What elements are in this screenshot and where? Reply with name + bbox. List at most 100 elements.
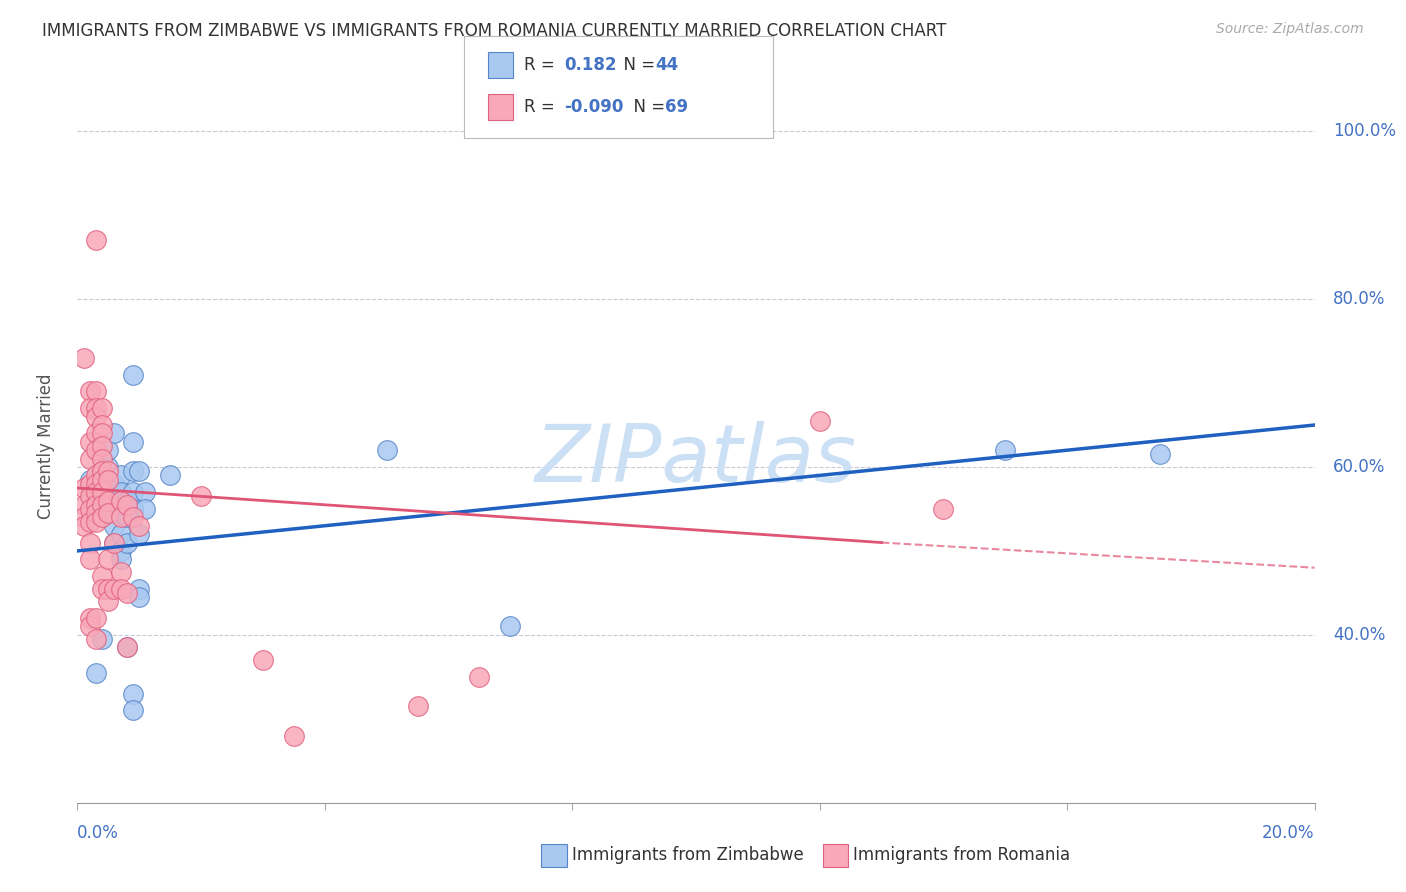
Point	[1149, 447, 1171, 461]
Point	[122, 464, 145, 478]
Point	[115, 510, 138, 524]
Point	[91, 464, 114, 478]
Point	[97, 443, 120, 458]
Point	[128, 518, 150, 533]
Text: N =: N =	[623, 98, 671, 116]
Text: Immigrants from Romania: Immigrants from Romania	[853, 847, 1070, 864]
Point	[72, 481, 94, 495]
Point	[91, 426, 114, 441]
Point	[110, 544, 132, 558]
Point	[84, 401, 107, 416]
Point	[103, 476, 125, 491]
Point	[122, 368, 145, 382]
Point	[499, 619, 522, 633]
Point	[110, 468, 132, 483]
Point	[110, 506, 132, 520]
Text: IMMIGRANTS FROM ZIMBABWE VS IMMIGRANTS FROM ROMANIA CURRENTLY MARRIED CORRELATIO: IMMIGRANTS FROM ZIMBABWE VS IMMIGRANTS F…	[42, 22, 946, 40]
Point	[84, 498, 107, 512]
Point	[97, 464, 120, 478]
Point	[97, 460, 120, 475]
Point	[375, 443, 398, 458]
Point	[79, 611, 101, 625]
Point	[128, 590, 150, 604]
Point	[97, 506, 120, 520]
Point	[72, 351, 94, 365]
Point	[468, 670, 491, 684]
Point	[97, 498, 120, 512]
Point	[91, 498, 114, 512]
Point	[110, 552, 132, 566]
Point	[159, 468, 181, 483]
Point	[134, 502, 156, 516]
Point	[84, 485, 107, 500]
Point	[91, 401, 114, 416]
Point	[115, 640, 138, 655]
Text: R =: R =	[524, 56, 561, 74]
Point	[91, 417, 114, 432]
Point	[79, 476, 101, 491]
Point	[122, 510, 145, 524]
Point	[84, 506, 107, 520]
Point	[103, 498, 125, 512]
Point	[103, 535, 125, 549]
Text: 69: 69	[665, 98, 688, 116]
Point	[84, 384, 107, 399]
Point	[110, 582, 132, 596]
Point	[91, 439, 114, 453]
Point	[79, 401, 101, 416]
Point	[122, 485, 145, 500]
Point	[79, 515, 101, 529]
Point	[91, 632, 114, 646]
Point	[84, 632, 107, 646]
Text: Source: ZipAtlas.com: Source: ZipAtlas.com	[1216, 22, 1364, 37]
Point	[103, 426, 125, 441]
Text: 44: 44	[655, 56, 679, 74]
Point	[84, 233, 107, 247]
Point	[97, 473, 120, 487]
Point	[110, 485, 132, 500]
Text: 20.0%: 20.0%	[1263, 824, 1315, 842]
Point	[91, 506, 114, 520]
Text: -0.090: -0.090	[564, 98, 623, 116]
Point	[84, 468, 107, 483]
Point	[128, 582, 150, 596]
Point	[110, 493, 132, 508]
Point	[91, 473, 114, 487]
Point	[84, 443, 107, 458]
Point	[115, 586, 138, 600]
Point	[115, 498, 138, 512]
Point	[84, 515, 107, 529]
Point	[91, 510, 114, 524]
Point	[84, 493, 107, 508]
Point	[115, 493, 138, 508]
Text: 60.0%: 60.0%	[1333, 458, 1385, 476]
Point	[79, 384, 101, 399]
Point	[97, 493, 120, 508]
Point	[128, 527, 150, 541]
Point	[122, 502, 145, 516]
Point	[122, 434, 145, 449]
Point	[932, 502, 955, 516]
Point	[115, 535, 138, 549]
Text: 0.182: 0.182	[564, 56, 616, 74]
Point	[406, 699, 429, 714]
Point	[72, 498, 94, 512]
Point	[79, 489, 101, 503]
Text: 100.0%: 100.0%	[1333, 122, 1396, 140]
Point	[91, 569, 114, 583]
Point	[97, 582, 120, 596]
Point	[808, 414, 831, 428]
Point	[79, 451, 101, 466]
Point	[97, 594, 120, 608]
Text: 40.0%: 40.0%	[1333, 626, 1385, 644]
Text: Currently Married: Currently Married	[38, 373, 55, 519]
Point	[79, 502, 101, 516]
Point	[110, 527, 132, 541]
Point	[252, 653, 274, 667]
Point	[79, 535, 101, 549]
Point	[84, 485, 107, 500]
Point	[122, 703, 145, 717]
Point	[103, 535, 125, 549]
Text: R =: R =	[524, 98, 561, 116]
Point	[72, 510, 94, 524]
